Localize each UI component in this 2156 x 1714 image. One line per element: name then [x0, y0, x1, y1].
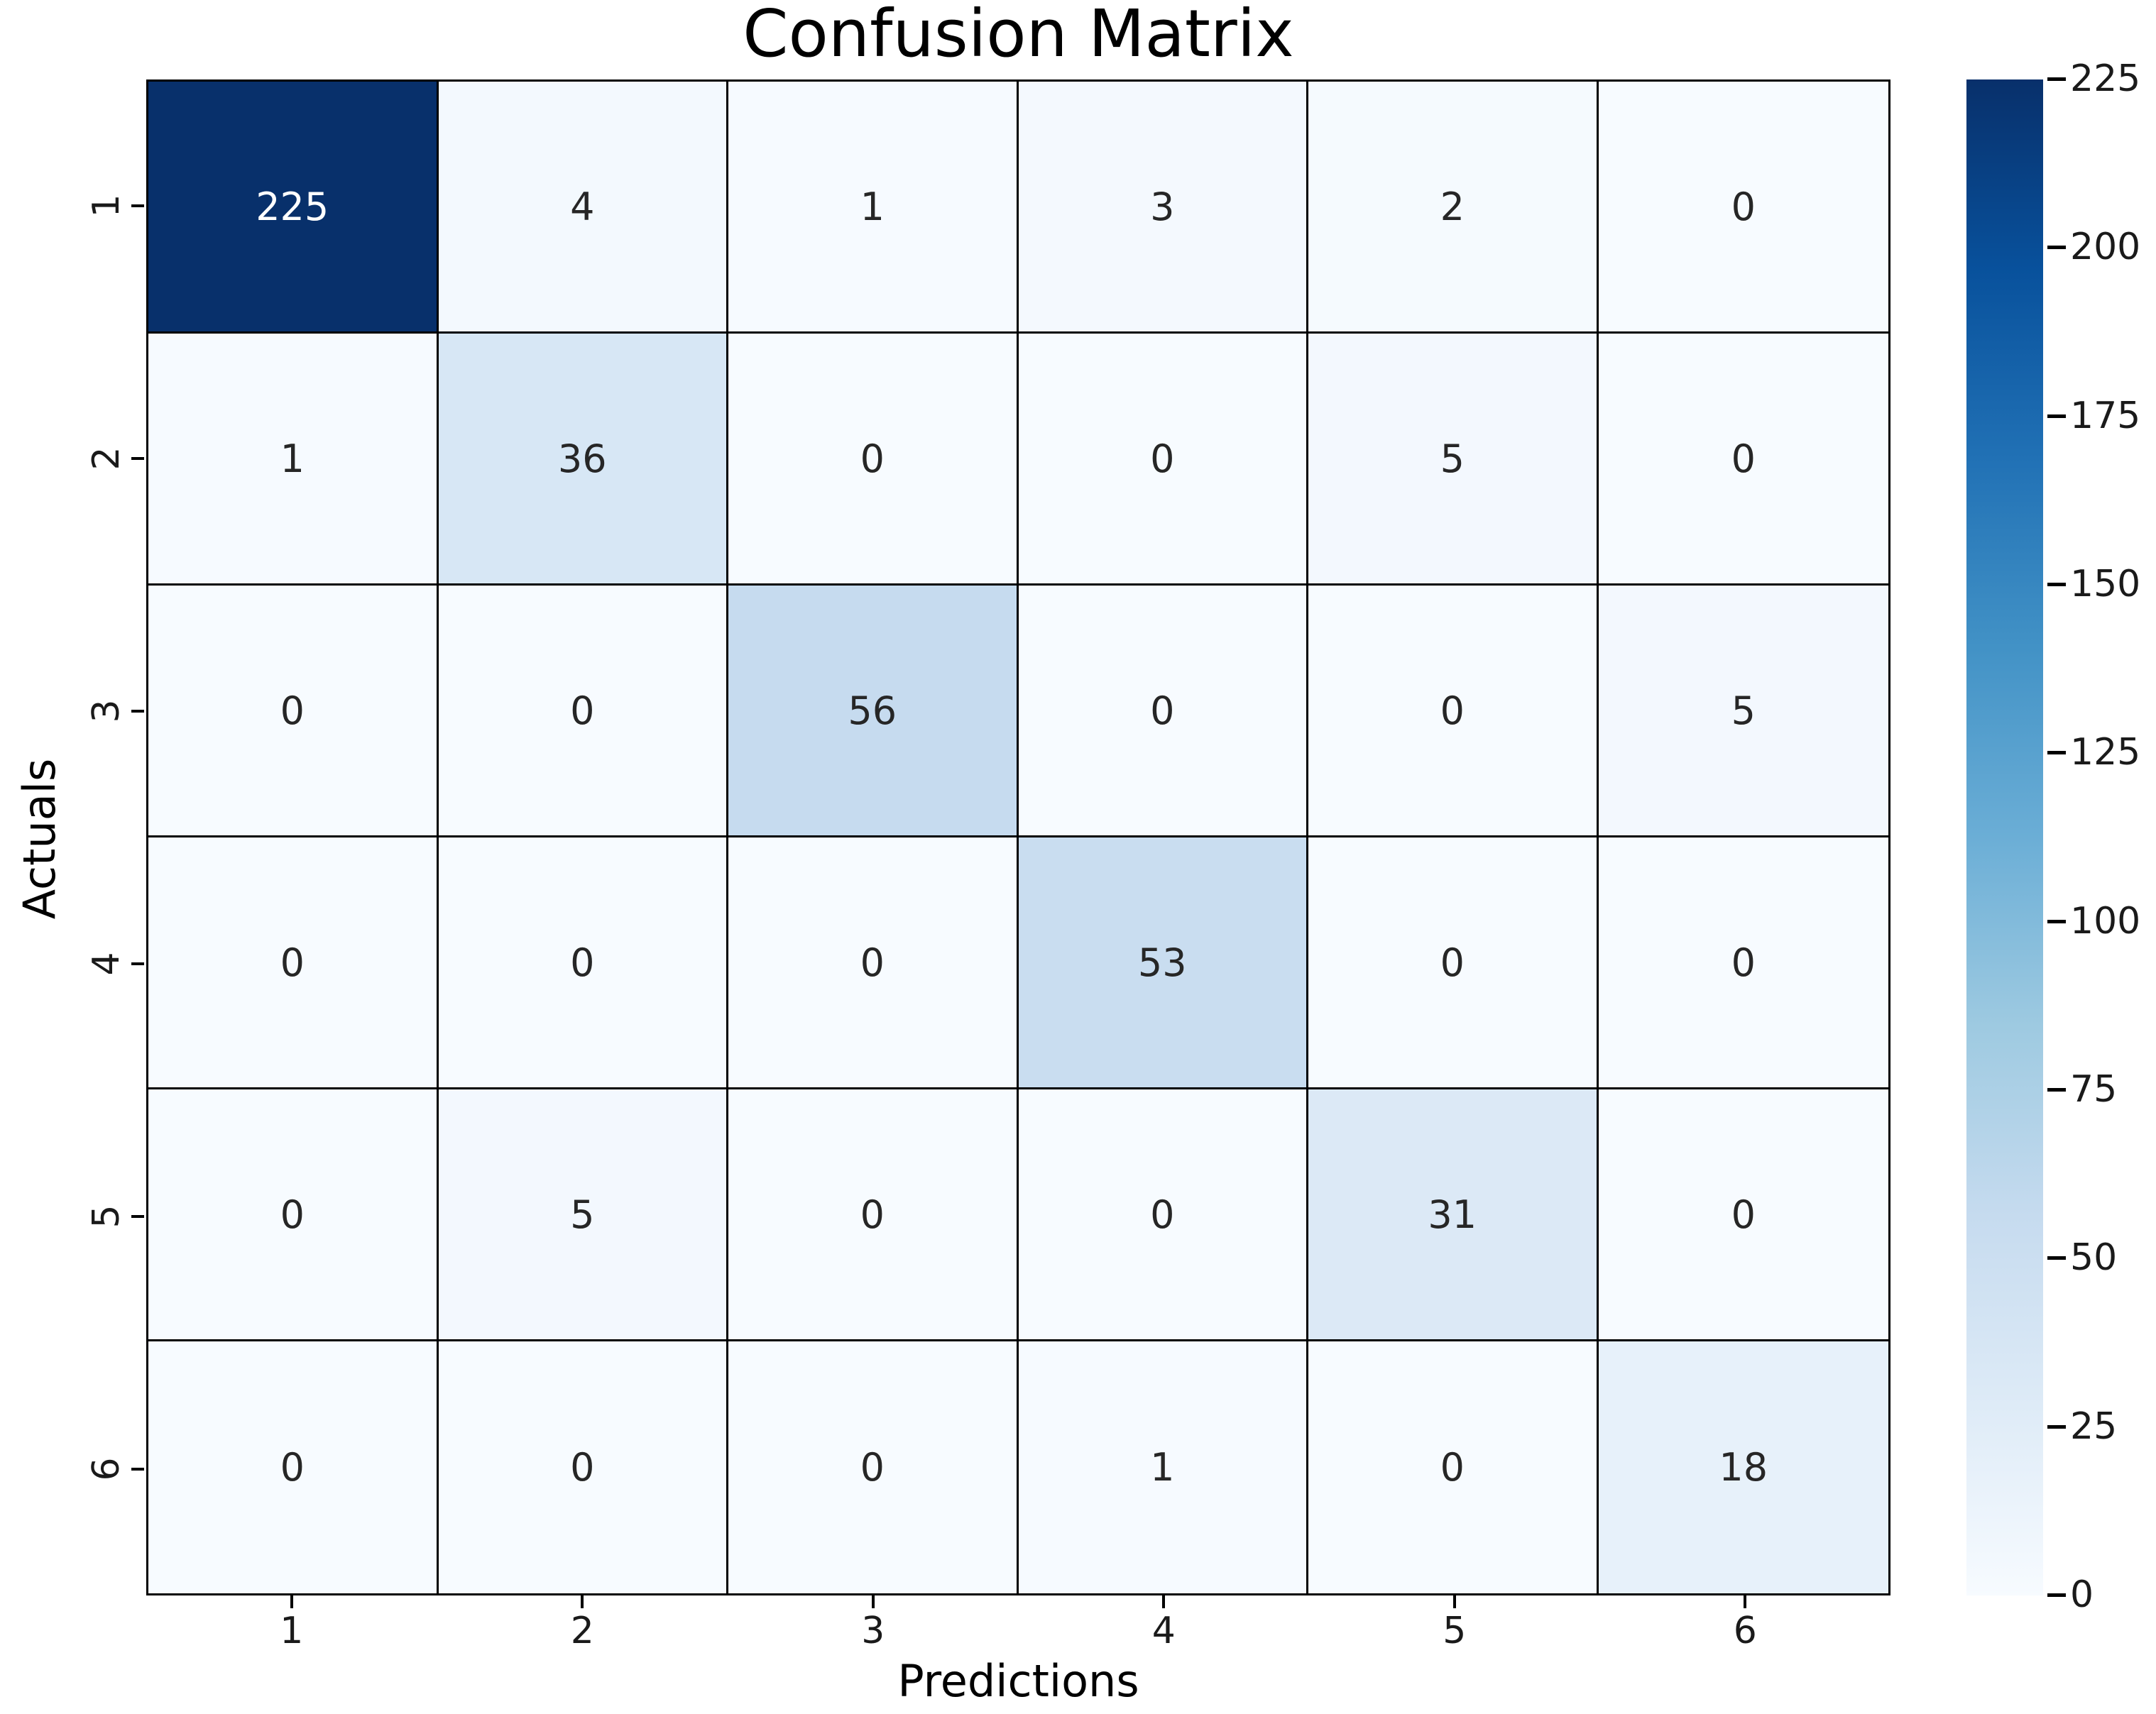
chart-title: Confusion Matrix — [743, 0, 1294, 72]
heatmap-cell: 0 — [728, 334, 1019, 586]
heatmap-cell: 56 — [728, 586, 1019, 837]
colorbar-gradient — [1966, 79, 2043, 1595]
heatmap-cell: 5 — [438, 1089, 728, 1341]
heatmap-cell: 0 — [1598, 334, 1888, 586]
y-tick-mark — [131, 710, 144, 713]
colorbar-tick-mark — [2047, 1593, 2066, 1597]
colorbar-tick-mark — [2047, 1424, 2066, 1429]
colorbar-tick-mark — [2047, 246, 2066, 250]
colorbar-tick-label: 100 — [2070, 899, 2141, 943]
colorbar-tick-mark — [2047, 414, 2066, 418]
colorbar-tick-label: 50 — [2070, 1236, 2118, 1280]
colorbar-tick-label: 150 — [2070, 563, 2141, 605]
heatmap-cell: 0 — [1018, 1089, 1308, 1341]
heatmap-cell: 2 — [1308, 82, 1599, 334]
heatmap-cell: 0 — [148, 586, 439, 837]
colorbar-tick-label: 25 — [2070, 1405, 2118, 1448]
heatmap-cell: 5 — [1598, 586, 1888, 837]
y-tick-label: 4 — [85, 952, 128, 976]
heatmap-cell: 0 — [1308, 586, 1599, 837]
heatmap-cell: 1 — [728, 82, 1019, 334]
heatmap-cell: 0 — [1598, 837, 1888, 1089]
y-tick-label: 3 — [85, 699, 128, 723]
heatmap-cell: 0 — [148, 837, 439, 1089]
heatmap-cell: 0 — [148, 1089, 439, 1341]
heatmap-cell: 0 — [1018, 586, 1308, 837]
heatmap-cell: 0 — [728, 837, 1019, 1089]
heatmap-cell: 0 — [438, 586, 728, 837]
y-tick-mark — [131, 457, 144, 460]
x-tick-label: 4 — [1151, 1610, 1176, 1652]
x-tick-mark — [581, 1595, 584, 1608]
colorbar-tick-label: 225 — [2070, 57, 2141, 100]
heatmap-cell: 1 — [1018, 1341, 1308, 1593]
x-tick-label: 3 — [861, 1610, 885, 1652]
y-tick-label: 1 — [85, 194, 128, 218]
heatmap-cell: 53 — [1018, 837, 1308, 1089]
heatmap-grid: 225 4 1 3 2 0 1 36 0 0 5 0 0 0 56 0 0 5 0 0 0 53 0 0 0 5 0 0 31 0 0 0 0 1… — [146, 79, 1890, 1595]
y-tick-mark — [131, 1468, 144, 1471]
heatmap-cell: 1 — [148, 334, 439, 586]
colorbar-tick-mark — [2047, 583, 2066, 586]
heatmap-cell: 5 — [1308, 334, 1599, 586]
heatmap-cell: 0 — [148, 1341, 439, 1593]
colorbar-tick-label: 75 — [2070, 1068, 2118, 1111]
y-tick-label: 5 — [85, 1204, 128, 1229]
colorbar-tick-label: 200 — [2070, 226, 2141, 269]
heatmap-cell: 0 — [1308, 837, 1599, 1089]
x-tick-mark — [1744, 1595, 1747, 1608]
y-tick-label: 6 — [85, 1457, 128, 1481]
y-axis-label: Actuals — [13, 758, 65, 920]
heatmap-cell: 0 — [1598, 1089, 1888, 1341]
x-tick-label: 5 — [1443, 1610, 1467, 1652]
heatmap-cell: 0 — [438, 1341, 728, 1593]
x-tick-mark — [871, 1595, 875, 1608]
heatmap-cell: 4 — [438, 82, 728, 334]
y-tick-label: 2 — [85, 446, 128, 471]
x-tick-label: 1 — [280, 1610, 304, 1652]
x-tick-mark — [1452, 1595, 1456, 1608]
colorbar-tick-mark — [2047, 751, 2066, 755]
x-tick-label: 6 — [1733, 1610, 1757, 1652]
heatmap-cell: 0 — [1308, 1341, 1599, 1593]
y-tick-mark — [131, 962, 144, 965]
colorbar-tick-mark — [2047, 77, 2066, 81]
colorbar-tick-mark — [2047, 1088, 2066, 1092]
colorbar-tick-mark — [2047, 1256, 2066, 1260]
heatmap-cell: 0 — [728, 1089, 1019, 1341]
heatmap-cell: 18 — [1598, 1341, 1888, 1593]
heatmap-cell: 0 — [1018, 334, 1308, 586]
x-axis-label: Predictions — [897, 1655, 1139, 1707]
heatmap-cell: 225 — [148, 82, 439, 334]
y-tick-mark — [131, 1215, 144, 1218]
heatmap-cell: 0 — [728, 1341, 1019, 1593]
heatmap-cell: 0 — [438, 837, 728, 1089]
heatmap-cell: 36 — [438, 334, 728, 586]
heatmap-cell: 3 — [1018, 82, 1308, 334]
x-tick-label: 2 — [570, 1610, 594, 1652]
x-tick-mark — [290, 1595, 293, 1608]
y-tick-mark — [131, 204, 144, 207]
heatmap-cell: 31 — [1308, 1089, 1599, 1341]
colorbar-tick-label: 0 — [2070, 1573, 2094, 1616]
heatmap-cell: 0 — [1598, 82, 1888, 334]
x-tick-mark — [1162, 1595, 1166, 1608]
colorbar-tick-mark — [2047, 919, 2066, 923]
colorbar-tick-label: 175 — [2070, 394, 2141, 437]
colorbar-tick-label: 125 — [2070, 731, 2141, 774]
